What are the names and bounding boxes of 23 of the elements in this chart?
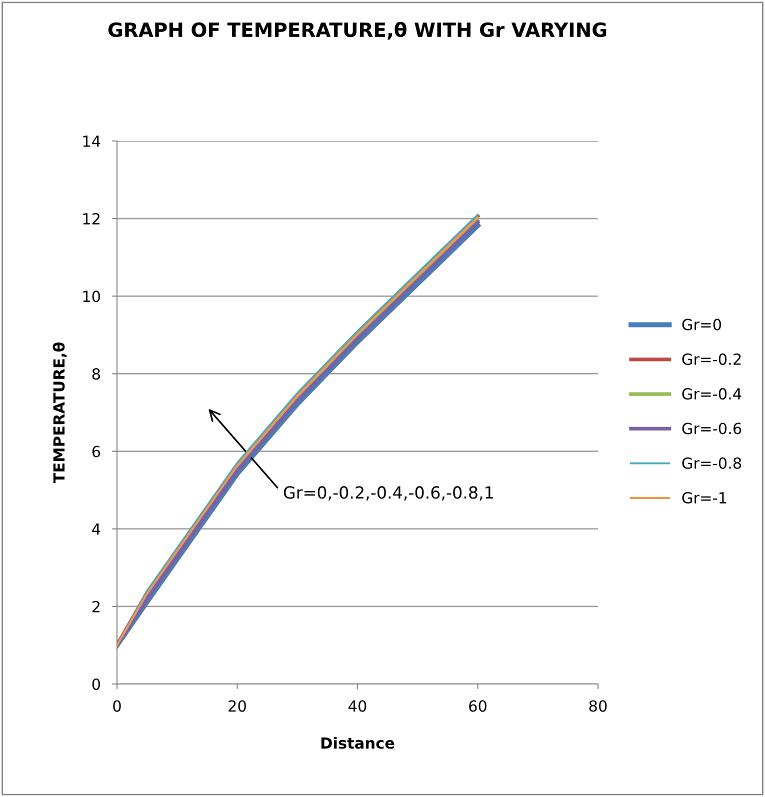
- legend-label: Gr=-0.6: [682, 422, 742, 434]
- x-tick-label: 0: [113, 700, 121, 712]
- y-tick-label: 0: [92, 678, 100, 690]
- legend-label: Gr=-1: [682, 492, 726, 504]
- y-tick-label: 6: [92, 446, 100, 458]
- legend-label: Gr=-0.4: [682, 388, 742, 400]
- legend-label: Gr=0: [682, 318, 722, 330]
- x-axis-title: Distance: [321, 736, 394, 749]
- y-tick-label: 12: [83, 213, 100, 224]
- x-tick-label: 60: [469, 700, 486, 712]
- x-tick-label: 40: [348, 700, 366, 712]
- y-tick-label: 10: [83, 290, 100, 302]
- y-tick-label: 14: [83, 136, 100, 147]
- legend-label: Gr=-0.8: [682, 457, 742, 469]
- chart-title: GRAPH OF TEMPERATURE,θ WITH Gr VARYING: [108, 22, 606, 40]
- x-tick-label: 80: [589, 700, 607, 712]
- annotation: Gr=0,-0.2,-0.4,-0.6,-0.8,1: [284, 486, 493, 500]
- y-tick-label: 8: [92, 368, 100, 380]
- legend-label: Gr=-0.2: [682, 353, 741, 365]
- y-axis-title: TEMPERATURE,θ: [52, 342, 67, 484]
- y-tick-label: 2: [92, 600, 100, 612]
- y-tick-label: 4: [92, 524, 100, 535]
- x-tick-label: 20: [228, 700, 246, 712]
